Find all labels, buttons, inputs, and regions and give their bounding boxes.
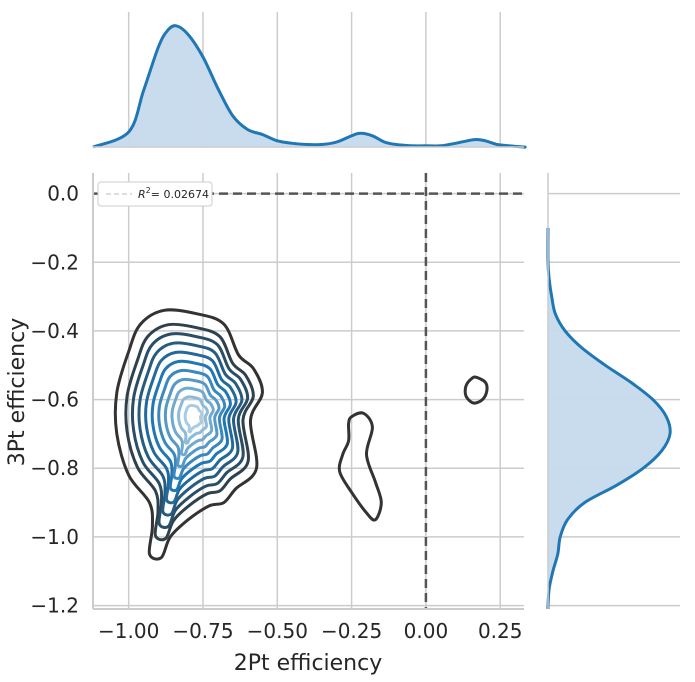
- kde-contour-secondary-1: [463, 375, 489, 405]
- kde-contour-level-4: [144, 350, 238, 505]
- marginal-x-line: [92, 24, 527, 149]
- legend-label-value: = 0.02674: [151, 188, 209, 201]
- kde-contour-level-2: [130, 332, 250, 529]
- kde-contour-level-0: [113, 308, 264, 561]
- marginal-x-kde: [92, 24, 527, 149]
- axis-spines: [92, 173, 524, 610]
- kde-contour-level-3: [137, 341, 244, 517]
- y-tick-label-2: −0.4: [30, 319, 79, 343]
- x-tick-labels: −1.00 −0.75 −0.50 −0.25 0.00 0.25: [98, 619, 522, 643]
- marginal-y-fill: [547, 227, 671, 609]
- y-tick-label-5: −1.0: [30, 525, 79, 549]
- legend-label-prefix: R: [138, 188, 146, 201]
- kde-contour-level-7: [163, 377, 221, 469]
- kde-contour-level-8: [170, 386, 215, 457]
- x-tick-label-4: 0.00: [404, 619, 449, 643]
- kde-contour-secondary-0: [337, 411, 383, 522]
- x-tick-label-1: −0.75: [172, 619, 233, 643]
- y-axis-label: 3Pt efficiency: [5, 318, 30, 467]
- kde-contour-level-1: [124, 322, 255, 542]
- y-tick-label-1: −0.2: [30, 250, 79, 274]
- joint-kde-contours: [113, 308, 489, 561]
- x-tick-label-0: −1.00: [98, 619, 159, 643]
- x-axis-label: 2Pt efficiency: [234, 651, 383, 676]
- kde-contour-level-10: [183, 403, 204, 434]
- x-tick-label-3: −0.25: [321, 619, 382, 643]
- legend-label: R2= 0.02674: [138, 186, 209, 201]
- legend-box: [97, 181, 213, 207]
- marginal-x-fill: [93, 25, 526, 148]
- y-tick-label-4: −0.8: [30, 456, 79, 480]
- y-tick-labels: 0.0 −0.2 −0.4 −0.6 −0.8 −1.0 −1.2: [30, 182, 79, 618]
- kde-contour-level-9: [177, 395, 210, 445]
- x-tick-label-2: −0.50: [247, 619, 308, 643]
- kde-contour-level-6: [157, 368, 227, 480]
- marginal-y-kde: [546, 173, 672, 610]
- x-tick-label-5: 0.25: [478, 619, 523, 643]
- kde-contour-level-5: [150, 359, 232, 493]
- y-tick-label-0: 0.0: [47, 182, 79, 206]
- legend: R2= 0.02674: [97, 181, 213, 207]
- marginal-y-line: [546, 227, 672, 610]
- legend-label-sup: 2: [146, 186, 151, 195]
- y-tick-label-6: −1.2: [30, 594, 79, 618]
- y-tick-label-3: −0.6: [30, 388, 79, 412]
